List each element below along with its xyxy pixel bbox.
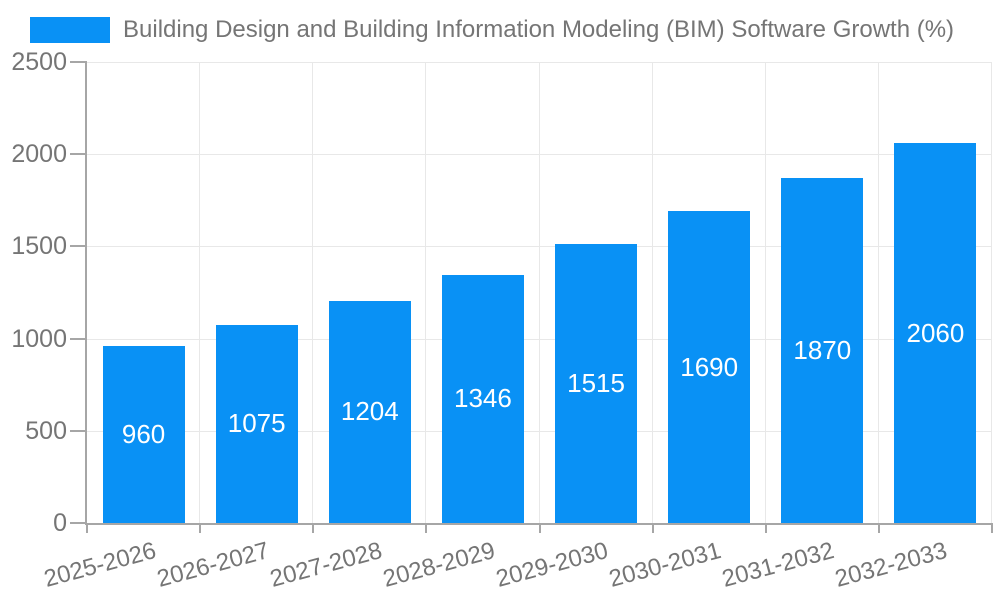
bar-value-label: 1515	[567, 367, 625, 398]
bar[interactable]: 1690	[668, 211, 751, 523]
bar-value-label: 1346	[454, 383, 512, 414]
y-axis-tick-label: 1000	[11, 324, 67, 353]
grid-line-horizontal	[87, 430, 992, 432]
grid-line-vertical	[651, 62, 653, 523]
x-axis-tick	[312, 523, 315, 533]
x-axis-tick	[538, 523, 541, 533]
bar-value-label: 2060	[906, 317, 965, 348]
y-axis-tick	[70, 337, 87, 340]
y-axis-tick-label: 2500	[11, 48, 67, 76]
y-axis-tick-label: 2000	[11, 140, 67, 169]
grid-line-vertical	[877, 62, 879, 523]
y-axis-tick-label: 1500	[11, 232, 67, 261]
grid-line-vertical	[764, 62, 766, 523]
chart-title: Building Design and Building Information…	[123, 16, 955, 43]
x-axis-tick	[991, 523, 993, 533]
x-axis-tick	[877, 523, 880, 533]
grid-line-horizontal	[87, 338, 992, 340]
bar[interactable]: 1075	[215, 324, 298, 523]
grid-line-horizontal	[87, 62, 992, 63]
grid-line-vertical	[991, 62, 992, 523]
y-axis-tick-label: 500	[25, 416, 67, 445]
x-axis-tick	[86, 523, 88, 533]
x-axis-line	[85, 523, 992, 525]
grid-line-vertical	[312, 62, 314, 523]
y-axis-tick	[70, 245, 87, 248]
grid-line-vertical	[538, 62, 540, 523]
plot-area: 0 500 1000 1500 2000 2500 960 2025-2026 1075 2026…	[11, 49, 993, 593]
y-axis-tick	[70, 429, 87, 432]
y-axis-line	[85, 62, 87, 523]
x-axis-tick	[425, 523, 428, 533]
y-axis-tick	[70, 61, 87, 63]
bar-value-label: 960	[121, 418, 166, 449]
bar-value-label: 1690	[680, 351, 739, 382]
y-axis-tick-label: 0	[53, 509, 67, 537]
bar[interactable]: 960	[102, 345, 185, 523]
bar[interactable]: 1870	[781, 178, 864, 523]
bar-value-label: 1870	[793, 335, 852, 366]
x-axis-tick	[651, 523, 654, 533]
bar[interactable]: 1204	[328, 300, 411, 523]
grid-line-horizontal	[87, 154, 992, 156]
grid-line-vertical	[199, 62, 201, 523]
bar[interactable]: 1346	[441, 274, 524, 523]
bar-value-label: 1204	[340, 396, 399, 427]
y-axis-tick	[70, 522, 87, 524]
grid-line-horizontal	[87, 246, 992, 248]
x-axis-tick	[764, 523, 767, 533]
grid-line-vertical	[425, 62, 427, 523]
bar[interactable]: 1515	[555, 243, 638, 523]
chart-legend: Building Design and Building Information…	[30, 16, 955, 43]
y-axis-tick	[70, 153, 87, 156]
bar[interactable]: 2060	[894, 143, 977, 523]
x-axis-tick	[199, 523, 202, 533]
legend-swatch-icon	[30, 17, 110, 43]
bar-value-label: 1075	[227, 408, 286, 439]
